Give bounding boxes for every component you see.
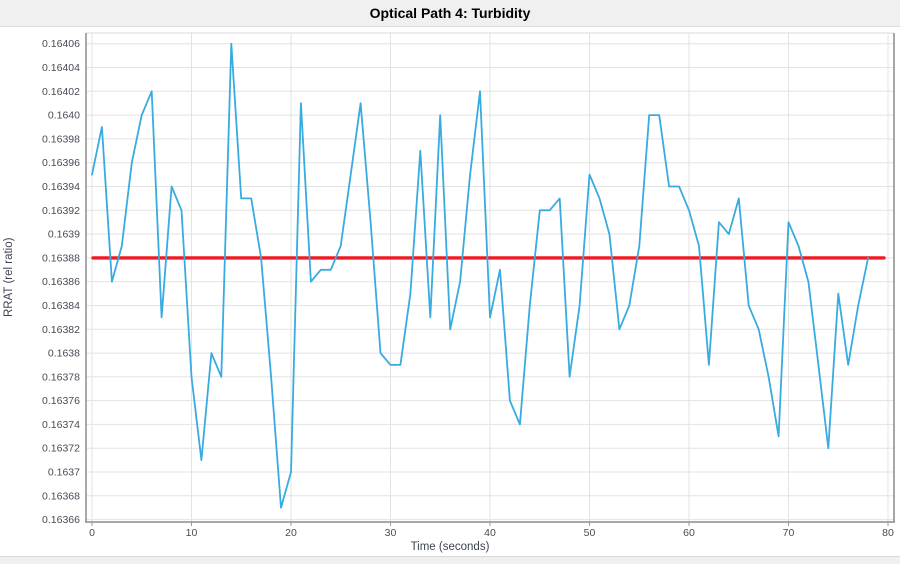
y-tick-label: 0.16394	[42, 181, 80, 193]
y-axis-label: RRAT (rel ratio)	[3, 237, 15, 317]
x-tick-label: 80	[882, 527, 894, 539]
chart-title-bar: Optical Path 4: Turbidity	[0, 0, 900, 27]
gridlines	[86, 33, 894, 522]
y-tick-label: 0.16402	[42, 86, 80, 98]
x-tick-label: 10	[186, 527, 198, 539]
y-tick-label: 0.16404	[42, 62, 80, 74]
plot-border	[85, 32, 895, 523]
y-tick-label: 0.16374	[42, 419, 80, 431]
y-tick-label: 0.16406	[42, 38, 80, 50]
y-tick-label: 0.16372	[42, 443, 80, 455]
series-line-turbidity-rrat	[91, 42, 869, 509]
x-tick-labels: 0 10 20 30 40 50 60 70 80	[89, 522, 894, 539]
chart-title: Optical Path 4: Turbidity	[369, 5, 531, 21]
y-tick-label: 0.16378	[42, 371, 80, 383]
x-tick-label: 20	[285, 527, 297, 539]
y-tick-label: 0.16368	[42, 490, 80, 502]
y-tick-label: 0.16396	[42, 157, 80, 169]
y-tick-label: 0.16398	[42, 133, 80, 145]
y-tick-label: 0.1639	[48, 229, 80, 241]
y-tick-label: 0.16388	[42, 252, 80, 264]
x-tick-label: 40	[484, 527, 496, 539]
y-tick-label: 0.16382	[42, 324, 80, 336]
x-tick-label: 50	[584, 527, 596, 539]
y-tick-label: 0.16392	[42, 205, 80, 217]
x-tick-label: 70	[783, 527, 795, 539]
y-tick-label: 0.1637	[48, 467, 80, 479]
y-tick-label: 0.16386	[42, 276, 80, 288]
x-tick-label: 60	[683, 527, 695, 539]
y-tick-label: 0.16384	[42, 300, 80, 312]
y-tick-label: 0.16366	[42, 514, 80, 526]
y-tick-label: 0.16376	[42, 395, 80, 407]
y-tick-label: 0.1638	[48, 348, 80, 360]
y-tick-label: 0.1640	[48, 110, 80, 122]
x-axis-label: Time (seconds)	[410, 541, 490, 553]
bottom-strip	[0, 556, 900, 564]
x-tick-label: 0	[89, 527, 95, 539]
y-tick-labels: 0.16366 0.16368 0.1637 0.16372 0.16374 0.1637…	[42, 38, 80, 526]
x-tick-label: 30	[385, 527, 397, 539]
